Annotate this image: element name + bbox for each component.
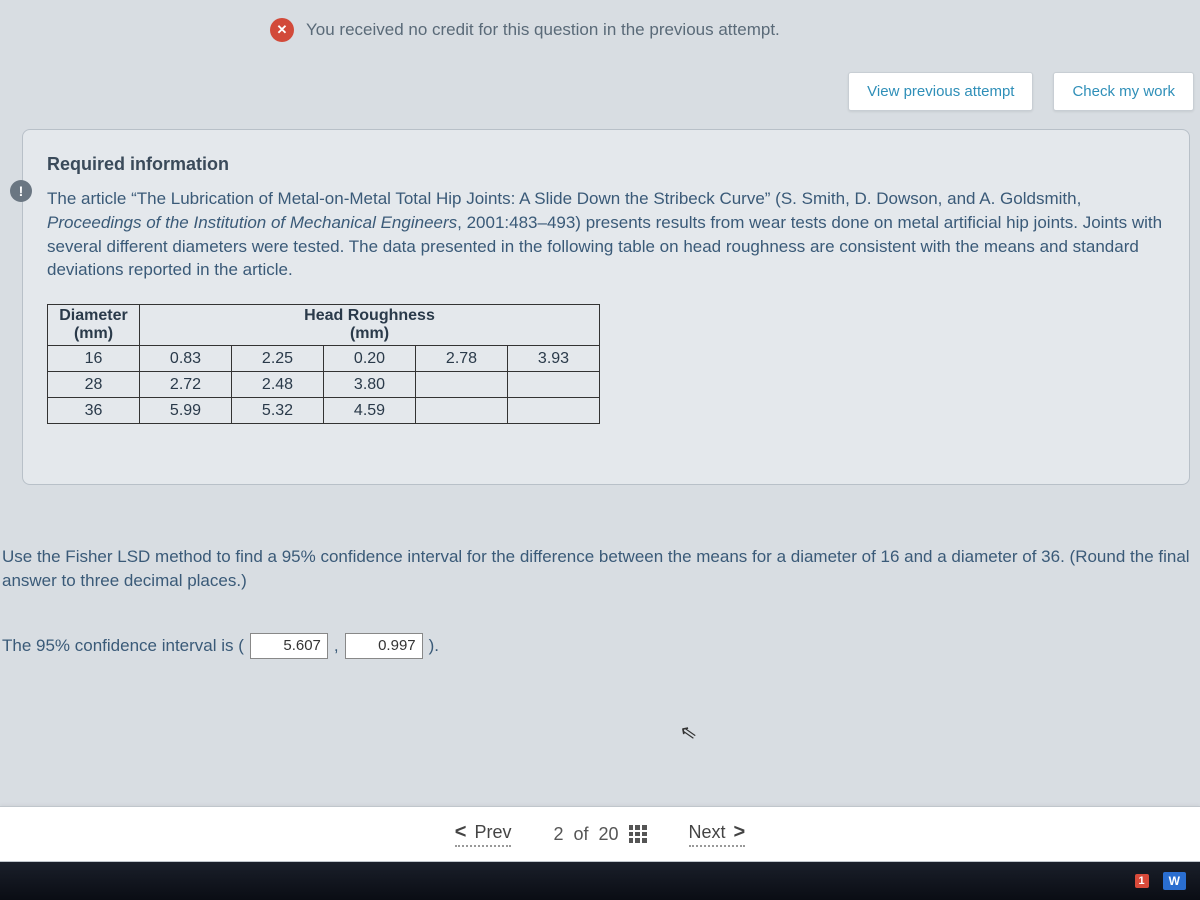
table-row: 36 5.99 5.32 4.59: [48, 398, 600, 424]
next-label: Next: [689, 822, 726, 843]
pos-of: of: [573, 824, 588, 845]
col-diameter-l2: (mm): [58, 325, 129, 343]
chevron-left-icon: <: [455, 821, 467, 844]
banner-message: You received no credit for this question…: [306, 20, 780, 40]
cell: 2.48: [232, 372, 324, 398]
view-previous-attempt-button[interactable]: View previous attempt: [848, 72, 1033, 111]
col-head-l1: Head Roughness: [150, 307, 589, 325]
cell: [508, 398, 600, 424]
cell: 28: [48, 372, 140, 398]
answer-prefix: The 95% confidence interval is (: [2, 636, 244, 656]
close-icon: ✕: [270, 18, 294, 42]
question-position[interactable]: 2 of 20: [553, 824, 646, 845]
pos-total: 20: [599, 824, 619, 845]
lower-bound-input[interactable]: [250, 633, 328, 659]
cell: 3.93: [508, 346, 600, 372]
cell: 0.83: [140, 346, 232, 372]
next-button[interactable]: Next >: [689, 821, 746, 847]
cell: [416, 398, 508, 424]
check-my-work-button[interactable]: Check my work: [1053, 72, 1194, 111]
question-nav-bar: < Prev 2 of 20 Next >: [0, 806, 1200, 862]
cell: 2.72: [140, 372, 232, 398]
cell: 3.80: [324, 372, 416, 398]
actions-row: View previous attempt Check my work: [0, 42, 1200, 111]
table-header-row: Diameter (mm) Head Roughness (mm): [48, 305, 600, 346]
cell: [508, 372, 600, 398]
cell: [416, 372, 508, 398]
cell: 5.99: [140, 398, 232, 424]
answer-suffix: ).: [429, 636, 439, 656]
grid-icon: [629, 825, 647, 843]
col-head-l2: (mm): [150, 325, 589, 343]
alert-icon: !: [10, 180, 32, 202]
answer-row: The 95% confidence interval is ( , ).: [0, 633, 1200, 659]
article-paragraph: The article “The Lubrication of Metal-on…: [47, 187, 1169, 282]
cell: 36: [48, 398, 140, 424]
prev-button[interactable]: < Prev: [455, 821, 512, 847]
cursor-icon: ⇖: [678, 719, 699, 747]
pos-current: 2: [553, 824, 563, 845]
question-prompt: Use the Fisher LSD method to find a 95% …: [0, 545, 1200, 593]
upper-bound-input[interactable]: [345, 633, 423, 659]
no-credit-banner: ✕ You received no credit for this questi…: [0, 0, 1200, 42]
col-diameter-l1: Diameter: [58, 307, 129, 325]
table-row: 28 2.72 2.48 3.80: [48, 372, 600, 398]
article-text-a: The article “The Lubrication of Metal-on…: [47, 189, 1081, 208]
chevron-right-icon: >: [734, 821, 746, 844]
prev-label: Prev: [474, 822, 511, 843]
cell: 4.59: [324, 398, 416, 424]
cell: 5.32: [232, 398, 324, 424]
cell: 2.25: [232, 346, 324, 372]
col-head-roughness: Head Roughness (mm): [140, 305, 600, 346]
cell: 16: [48, 346, 140, 372]
tray-notification-badge[interactable]: 1: [1135, 874, 1149, 888]
col-diameter: Diameter (mm): [48, 305, 140, 346]
article-journal-name: Proceedings of the Institution of Mechan…: [47, 213, 457, 232]
cell: 0.20: [324, 346, 416, 372]
tray-app-icon[interactable]: W: [1163, 872, 1186, 890]
question-card: Required information The article “The Lu…: [22, 129, 1190, 485]
required-info-heading: Required information: [47, 154, 1169, 175]
cell: 2.78: [416, 346, 508, 372]
roughness-table: Diameter (mm) Head Roughness (mm) 16 0.8…: [47, 304, 600, 424]
answer-separator: ,: [334, 636, 339, 656]
table-row: 16 0.83 2.25 0.20 2.78 3.93: [48, 346, 600, 372]
os-taskbar: 1 W: [0, 862, 1200, 900]
